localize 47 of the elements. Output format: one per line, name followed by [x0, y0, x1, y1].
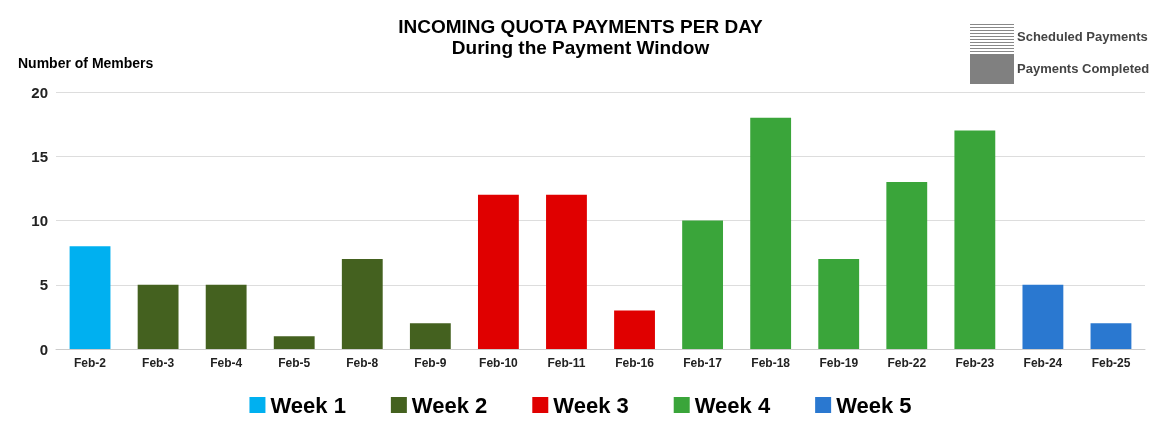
- bar: [137, 284, 179, 349]
- text: Payments Completed: [1017, 61, 1150, 76]
- x-tick-label: Feb-23: [955, 356, 995, 370]
- text: Scheduled Payments: [1017, 29, 1148, 44]
- bar: [750, 117, 792, 349]
- x-tick-label: Feb-9: [414, 356, 447, 370]
- x-tick-label: Feb-17: [683, 356, 723, 370]
- bar: [409, 323, 451, 349]
- bar: [205, 284, 247, 349]
- bar: [614, 310, 655, 349]
- bar: [477, 194, 519, 349]
- legend-label: Week 3: [553, 392, 629, 418]
- x-tick-label: Feb-3: [142, 356, 175, 370]
- bar: [546, 194, 587, 349]
- bar: [682, 220, 724, 349]
- y-tick-label: 0: [39, 340, 48, 358]
- x-tick-label: Feb-25: [1091, 356, 1131, 370]
- bar: [69, 246, 111, 349]
- x-tick-label: Feb-24: [1023, 356, 1063, 370]
- y-tick-label: 20: [31, 83, 48, 101]
- y-tick-label: 5: [39, 276, 48, 294]
- bar: [886, 181, 928, 349]
- x-tick-label: Feb-16: [615, 356, 655, 370]
- x-tick-label: Feb-22: [887, 356, 927, 370]
- x-tick-label: Feb-2: [74, 356, 107, 370]
- bar: [1022, 284, 1064, 349]
- x-tick-label: Feb-11: [547, 356, 586, 370]
- x-tick-label: Feb-18: [751, 356, 791, 370]
- bar: [818, 259, 860, 349]
- y-tick-label: 10: [31, 212, 48, 229]
- bar: [273, 336, 315, 349]
- x-tick-label: Feb-5: [278, 356, 311, 370]
- y-axis-title: Number of Members: [18, 55, 154, 71]
- x-tick-label: Feb-10: [479, 356, 519, 370]
- legend-label: Week 4: [694, 392, 771, 418]
- chart-subtitle: During the Payment Window: [451, 37, 710, 58]
- chart-title: INCOMING QUOTA PAYMENTS PER DAY: [398, 16, 764, 37]
- legend-label: Week 2: [411, 392, 488, 418]
- bar: [1090, 323, 1132, 349]
- legend-label: Week 5: [836, 392, 912, 418]
- x-tick-label: Feb-8: [346, 356, 379, 370]
- x-tick-label: Feb-4: [210, 356, 243, 370]
- legend-label: Week 1: [270, 392, 346, 418]
- y-tick-label: 15: [31, 147, 48, 165]
- bar: [341, 259, 383, 349]
- x-tick-label: Feb-19: [819, 356, 859, 370]
- bar: [954, 130, 996, 349]
